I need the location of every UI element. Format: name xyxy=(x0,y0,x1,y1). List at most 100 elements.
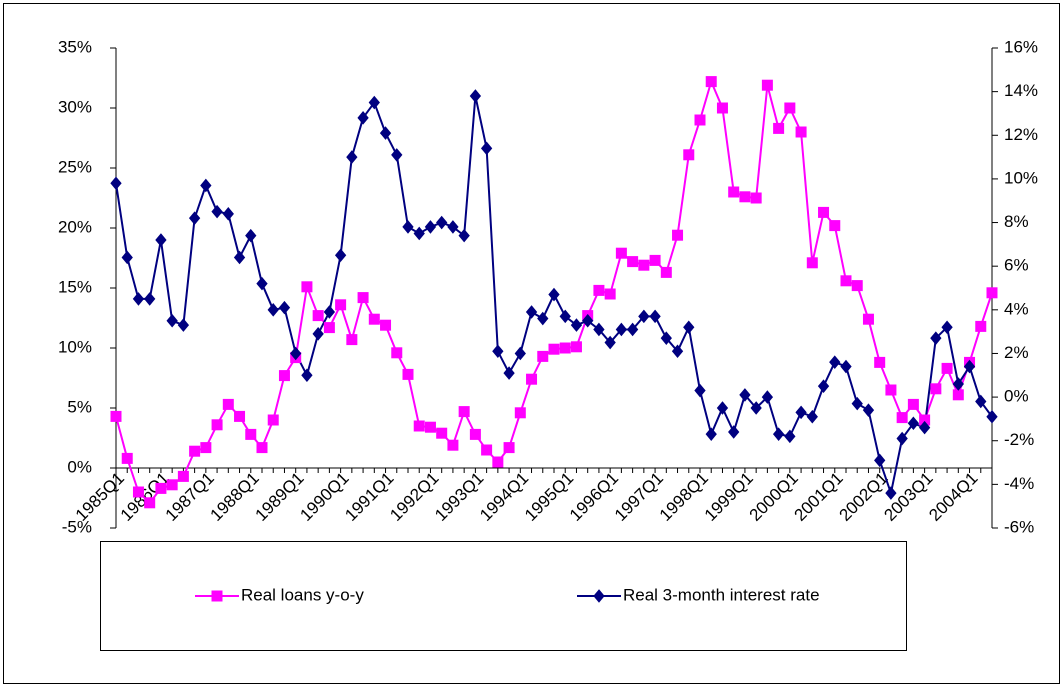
data-point xyxy=(177,470,189,482)
data-point xyxy=(413,226,425,241)
data-point xyxy=(761,390,774,404)
data-point xyxy=(694,383,706,398)
data-point xyxy=(750,401,762,415)
data-point xyxy=(278,370,290,382)
data-point xyxy=(975,320,987,332)
data-point xyxy=(469,428,481,440)
data-point xyxy=(267,303,279,317)
data-point xyxy=(234,410,246,422)
data-point xyxy=(986,287,998,299)
data-point xyxy=(245,228,257,243)
data-point xyxy=(615,322,628,337)
data-point xyxy=(144,292,156,306)
data-point xyxy=(907,398,919,410)
data-point xyxy=(110,410,122,422)
data-point xyxy=(245,428,257,440)
data-point xyxy=(256,276,268,291)
data-point xyxy=(683,320,695,335)
y-tick-label: 0% xyxy=(67,457,92,476)
data-point xyxy=(391,148,403,162)
y2-tick-label: 8% xyxy=(1004,212,1029,231)
data-point xyxy=(368,313,380,325)
data-point xyxy=(806,409,818,424)
data-point xyxy=(357,292,369,304)
data-point xyxy=(436,427,448,439)
data-point xyxy=(694,114,706,126)
data-point xyxy=(761,79,773,91)
data-point xyxy=(267,414,279,426)
data-point xyxy=(379,126,392,140)
y2-tick-label: 6% xyxy=(1004,256,1029,275)
data-point xyxy=(290,346,302,361)
data-point xyxy=(795,405,807,420)
data-point xyxy=(447,439,459,451)
data-point xyxy=(716,102,728,114)
data-point xyxy=(975,394,987,409)
y2-tick-label: 0% xyxy=(1004,387,1029,406)
data-point xyxy=(862,403,875,417)
data-point xyxy=(312,327,324,341)
data-point xyxy=(885,486,897,500)
data-point xyxy=(705,76,717,88)
data-point xyxy=(851,396,863,411)
data-point xyxy=(829,355,841,369)
data-point xyxy=(941,320,953,335)
data-point xyxy=(211,419,223,431)
data-point xyxy=(166,313,178,328)
data-point xyxy=(772,427,785,441)
y2-tick-label: 12% xyxy=(1004,125,1038,144)
data-point xyxy=(525,305,538,319)
data-point xyxy=(604,335,616,350)
data-point xyxy=(402,220,414,234)
data-point xyxy=(346,334,358,346)
data-point xyxy=(200,178,212,193)
data-point xyxy=(840,359,852,374)
data-point xyxy=(458,228,470,243)
data-point xyxy=(189,445,201,457)
data-point xyxy=(739,191,751,203)
data-point xyxy=(952,389,964,401)
data-point xyxy=(896,412,908,424)
data-point xyxy=(784,102,796,114)
data-point xyxy=(627,256,639,268)
data-point xyxy=(323,305,336,319)
y-tick-label: 5% xyxy=(67,397,92,416)
data-point xyxy=(514,346,526,361)
data-point xyxy=(200,442,212,454)
data-point xyxy=(806,257,818,269)
data-point xyxy=(323,322,335,334)
data-point xyxy=(705,427,717,441)
data-point xyxy=(672,229,684,241)
data-point xyxy=(795,126,807,138)
data-point xyxy=(649,254,661,266)
data-point xyxy=(514,407,526,419)
data-point xyxy=(402,368,414,380)
data-point xyxy=(334,248,347,263)
data-point xyxy=(615,247,627,259)
data-point xyxy=(918,420,931,435)
data-point xyxy=(537,311,549,326)
y2-tick-label: 2% xyxy=(1004,343,1029,362)
data-point xyxy=(424,220,437,234)
data-point xyxy=(818,206,830,218)
data-point xyxy=(346,150,358,164)
data-point xyxy=(896,431,908,446)
y2-tick-label: 4% xyxy=(1004,299,1029,318)
data-point xyxy=(469,89,482,103)
legend-marker xyxy=(593,589,605,603)
data-point xyxy=(548,287,560,302)
data-point xyxy=(132,292,145,306)
data-point xyxy=(840,275,852,287)
data-point xyxy=(593,322,605,337)
data-point xyxy=(638,259,650,271)
data-point xyxy=(177,318,190,332)
data-point xyxy=(357,111,369,125)
data-point xyxy=(278,300,291,315)
data-point xyxy=(604,288,616,300)
data-point xyxy=(716,401,729,415)
data-point xyxy=(368,95,380,110)
data-point xyxy=(582,313,594,328)
data-point xyxy=(570,341,582,353)
